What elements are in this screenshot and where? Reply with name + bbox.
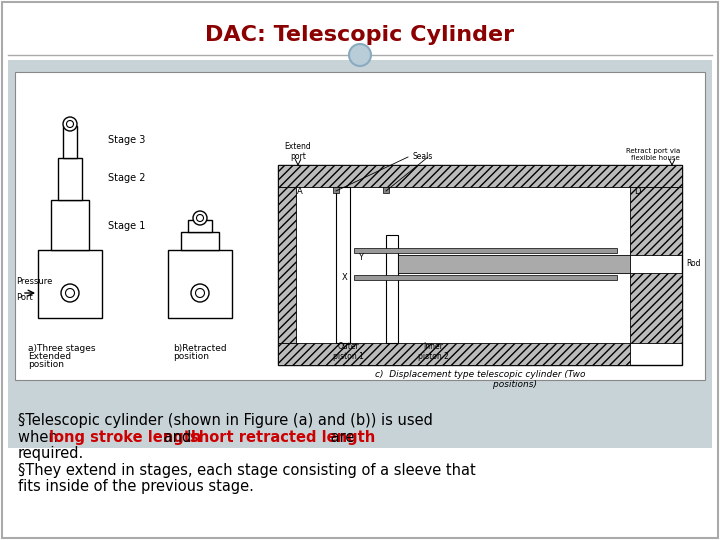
Text: c)  Displacement type telescopic cylinder (Two
                        positions: c) Displacement type telescopic cylinder… <box>374 370 585 389</box>
Text: Rod: Rod <box>686 260 701 268</box>
Bar <box>386 235 398 343</box>
Text: Seals: Seals <box>413 152 433 161</box>
Text: position: position <box>28 360 64 369</box>
Text: Pressure: Pressure <box>16 277 53 286</box>
Bar <box>354 275 617 280</box>
Circle shape <box>193 211 207 225</box>
Bar <box>333 187 339 193</box>
Text: Stage 1: Stage 1 <box>108 221 145 231</box>
Text: Y: Y <box>358 253 363 262</box>
Circle shape <box>196 288 204 298</box>
Bar <box>181 232 219 250</box>
Text: Extend
port: Extend port <box>284 141 311 161</box>
Bar <box>336 187 350 343</box>
Text: short retracted length: short retracted length <box>190 430 375 445</box>
Text: and: and <box>159 430 197 445</box>
Circle shape <box>61 284 79 302</box>
Circle shape <box>66 120 73 127</box>
Bar <box>630 273 682 343</box>
Bar <box>168 250 232 318</box>
Bar <box>398 255 630 273</box>
Text: Stage 2: Stage 2 <box>108 173 145 183</box>
Text: fits inside of the previous stage.: fits inside of the previous stage. <box>18 479 254 494</box>
Bar <box>51 200 89 250</box>
Circle shape <box>197 214 204 221</box>
Bar <box>354 248 617 253</box>
Circle shape <box>63 117 77 131</box>
Bar <box>630 187 682 255</box>
Text: long stroke length: long stroke length <box>49 430 201 445</box>
Text: b)Retracted: b)Retracted <box>173 344 227 353</box>
Text: a)Three stages: a)Three stages <box>28 344 96 353</box>
Text: A: A <box>297 186 303 195</box>
Bar <box>278 165 682 365</box>
Bar <box>58 158 82 200</box>
Text: DAC: Telescopic Cylinder: DAC: Telescopic Cylinder <box>205 25 515 45</box>
Text: Stage 3: Stage 3 <box>108 135 145 145</box>
Bar <box>63 126 77 158</box>
Bar <box>278 165 682 187</box>
Text: X: X <box>342 273 348 282</box>
Bar <box>15 72 705 380</box>
Bar <box>278 343 630 365</box>
Circle shape <box>191 284 209 302</box>
Text: §Telescopic cylinder (shown in Figure (a) and (b)) is used: §Telescopic cylinder (shown in Figure (a… <box>18 413 433 428</box>
Bar <box>278 187 296 343</box>
Bar <box>188 220 212 232</box>
Text: Outer
piston 1: Outer piston 1 <box>333 342 364 361</box>
Bar <box>38 250 102 318</box>
Text: §They extend in stages, each stage consisting of a sleeve that: §They extend in stages, each stage consi… <box>18 463 476 478</box>
Circle shape <box>349 44 371 66</box>
Bar <box>8 60 712 448</box>
Text: when: when <box>18 430 63 445</box>
Text: Extended: Extended <box>28 352 71 361</box>
Text: are: are <box>325 430 354 445</box>
Text: required.: required. <box>18 446 84 461</box>
Text: position: position <box>173 352 209 361</box>
Text: Retract port via
flexible house: Retract port via flexible house <box>626 148 680 161</box>
Text: Inner
piston 2: Inner piston 2 <box>418 342 449 361</box>
Circle shape <box>66 288 74 298</box>
Text: D: D <box>634 186 640 195</box>
Text: Port: Port <box>16 293 32 302</box>
Bar <box>383 187 389 193</box>
